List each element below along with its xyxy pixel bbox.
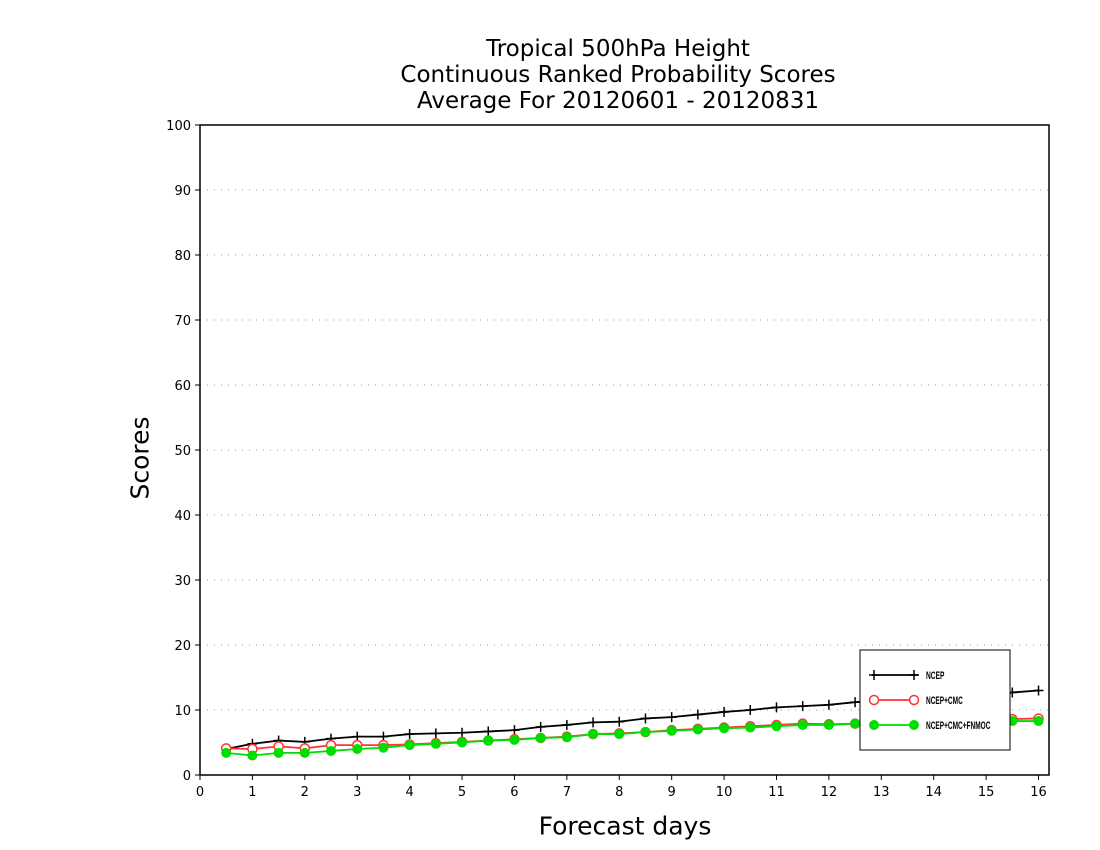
data-point — [869, 720, 879, 730]
data-point — [326, 745, 337, 756]
x-tick-label: 15 — [978, 785, 995, 800]
data-point — [509, 734, 520, 745]
x-tick-label: 12 — [821, 785, 838, 800]
y-tick-label: 10 — [174, 704, 191, 719]
y-tick-label: 60 — [174, 379, 191, 394]
x-tick-label: 6 — [510, 785, 518, 800]
chart-title-line-1: Tropical 500hPa Height — [486, 36, 750, 62]
data-point — [221, 747, 232, 758]
data-point — [745, 705, 756, 715]
legend: NCEP NCEP+CMC NCEP+CMC+FNMOC — [859, 649, 1011, 751]
data-point — [797, 719, 808, 730]
x-tick-label: 11 — [768, 785, 785, 800]
data-point — [909, 720, 919, 730]
y-tick-label: 40 — [174, 509, 191, 524]
data-point — [823, 719, 834, 730]
data-point — [588, 729, 599, 740]
data-point — [771, 721, 782, 732]
data-point — [457, 727, 468, 738]
grid-lines — [200, 189, 1049, 711]
data-point — [868, 694, 880, 706]
data-point — [850, 718, 861, 729]
x-axis-label: Forecast days — [538, 811, 712, 841]
x-tick-label: 4 — [405, 785, 413, 800]
data-point — [352, 744, 363, 754]
data-point — [692, 724, 703, 735]
chart-title-line-2: Continuous Ranked Probability Scores — [400, 62, 836, 88]
data-point — [640, 727, 651, 738]
y-tick-label: 80 — [174, 249, 191, 264]
x-tick-label: 8 — [615, 785, 623, 800]
data-point — [561, 719, 572, 730]
y-tick-label: 50 — [174, 444, 191, 459]
data-point — [771, 702, 782, 713]
y-tick-label: 90 — [174, 184, 191, 199]
y-tick-label: 0 — [183, 769, 191, 784]
chart-title-line-3: Average For 20120601 - 20120831 — [416, 88, 820, 114]
y-tick-label: 30 — [174, 574, 191, 589]
legend-item: NCEP — [869, 670, 944, 682]
data-point — [430, 728, 441, 739]
data-point — [719, 706, 730, 717]
x-tick-label: 2 — [301, 785, 309, 800]
x-tick-label: 14 — [925, 785, 942, 800]
y-tick-label: 100 — [166, 119, 191, 134]
x-tick-label: 13 — [873, 785, 890, 800]
x-tick-label: 7 — [563, 785, 571, 800]
data-point — [614, 729, 625, 740]
data-point — [719, 723, 730, 734]
legend-label: NCEP+CMC+FNMOC — [926, 720, 990, 732]
x-tick-label: 9 — [668, 785, 676, 800]
data-point — [797, 701, 808, 712]
data-point — [299, 747, 310, 758]
legend-item: NCEP+CMC — [868, 694, 963, 707]
data-point — [666, 712, 677, 723]
data-point — [273, 747, 284, 758]
legend-label: NCEP — [926, 670, 944, 682]
x-tick-label: 0 — [196, 785, 204, 800]
data-point — [850, 697, 861, 708]
legend-item: NCEP+CMC+FNMOC — [869, 720, 990, 732]
data-point — [561, 732, 572, 743]
x-tick-label: 5 — [458, 785, 466, 800]
data-point — [666, 725, 677, 736]
x-tick-label: 10 — [716, 785, 733, 800]
data-point — [745, 722, 756, 733]
data-point — [614, 716, 625, 727]
legend-label: NCEP+CMC — [926, 695, 963, 707]
data-point — [869, 670, 879, 680]
y-axis-label: Scores — [125, 416, 155, 500]
data-point — [509, 725, 520, 736]
data-point — [247, 750, 258, 761]
y-axis: 0 10 20 30 40 50 60 70 80 90 100 — [166, 119, 200, 784]
data-point — [640, 713, 651, 724]
data-point — [430, 738, 441, 749]
data-point — [1033, 685, 1044, 696]
y-tick-label: 20 — [174, 639, 191, 654]
data-point — [535, 721, 546, 732]
data-point — [535, 732, 546, 743]
data-point — [378, 742, 389, 753]
data-point — [692, 709, 703, 720]
data-point — [908, 694, 920, 706]
data-point — [404, 740, 415, 751]
data-point — [588, 717, 599, 728]
data-point — [483, 726, 494, 737]
y-tick-label: 70 — [174, 314, 191, 329]
x-tick-label: 16 — [1030, 785, 1047, 800]
data-point — [909, 670, 919, 680]
data-point — [404, 729, 415, 740]
data-point — [457, 737, 468, 748]
data-point — [483, 735, 494, 746]
x-tick-label: 1 — [248, 785, 256, 800]
data-point — [1033, 716, 1044, 727]
data-point — [823, 699, 834, 710]
x-tick-label: 3 — [353, 785, 361, 800]
x-axis: 0 1 2 3 4 5 6 7 8 9 10 11 12 13 14 15 16 — [196, 775, 1047, 800]
